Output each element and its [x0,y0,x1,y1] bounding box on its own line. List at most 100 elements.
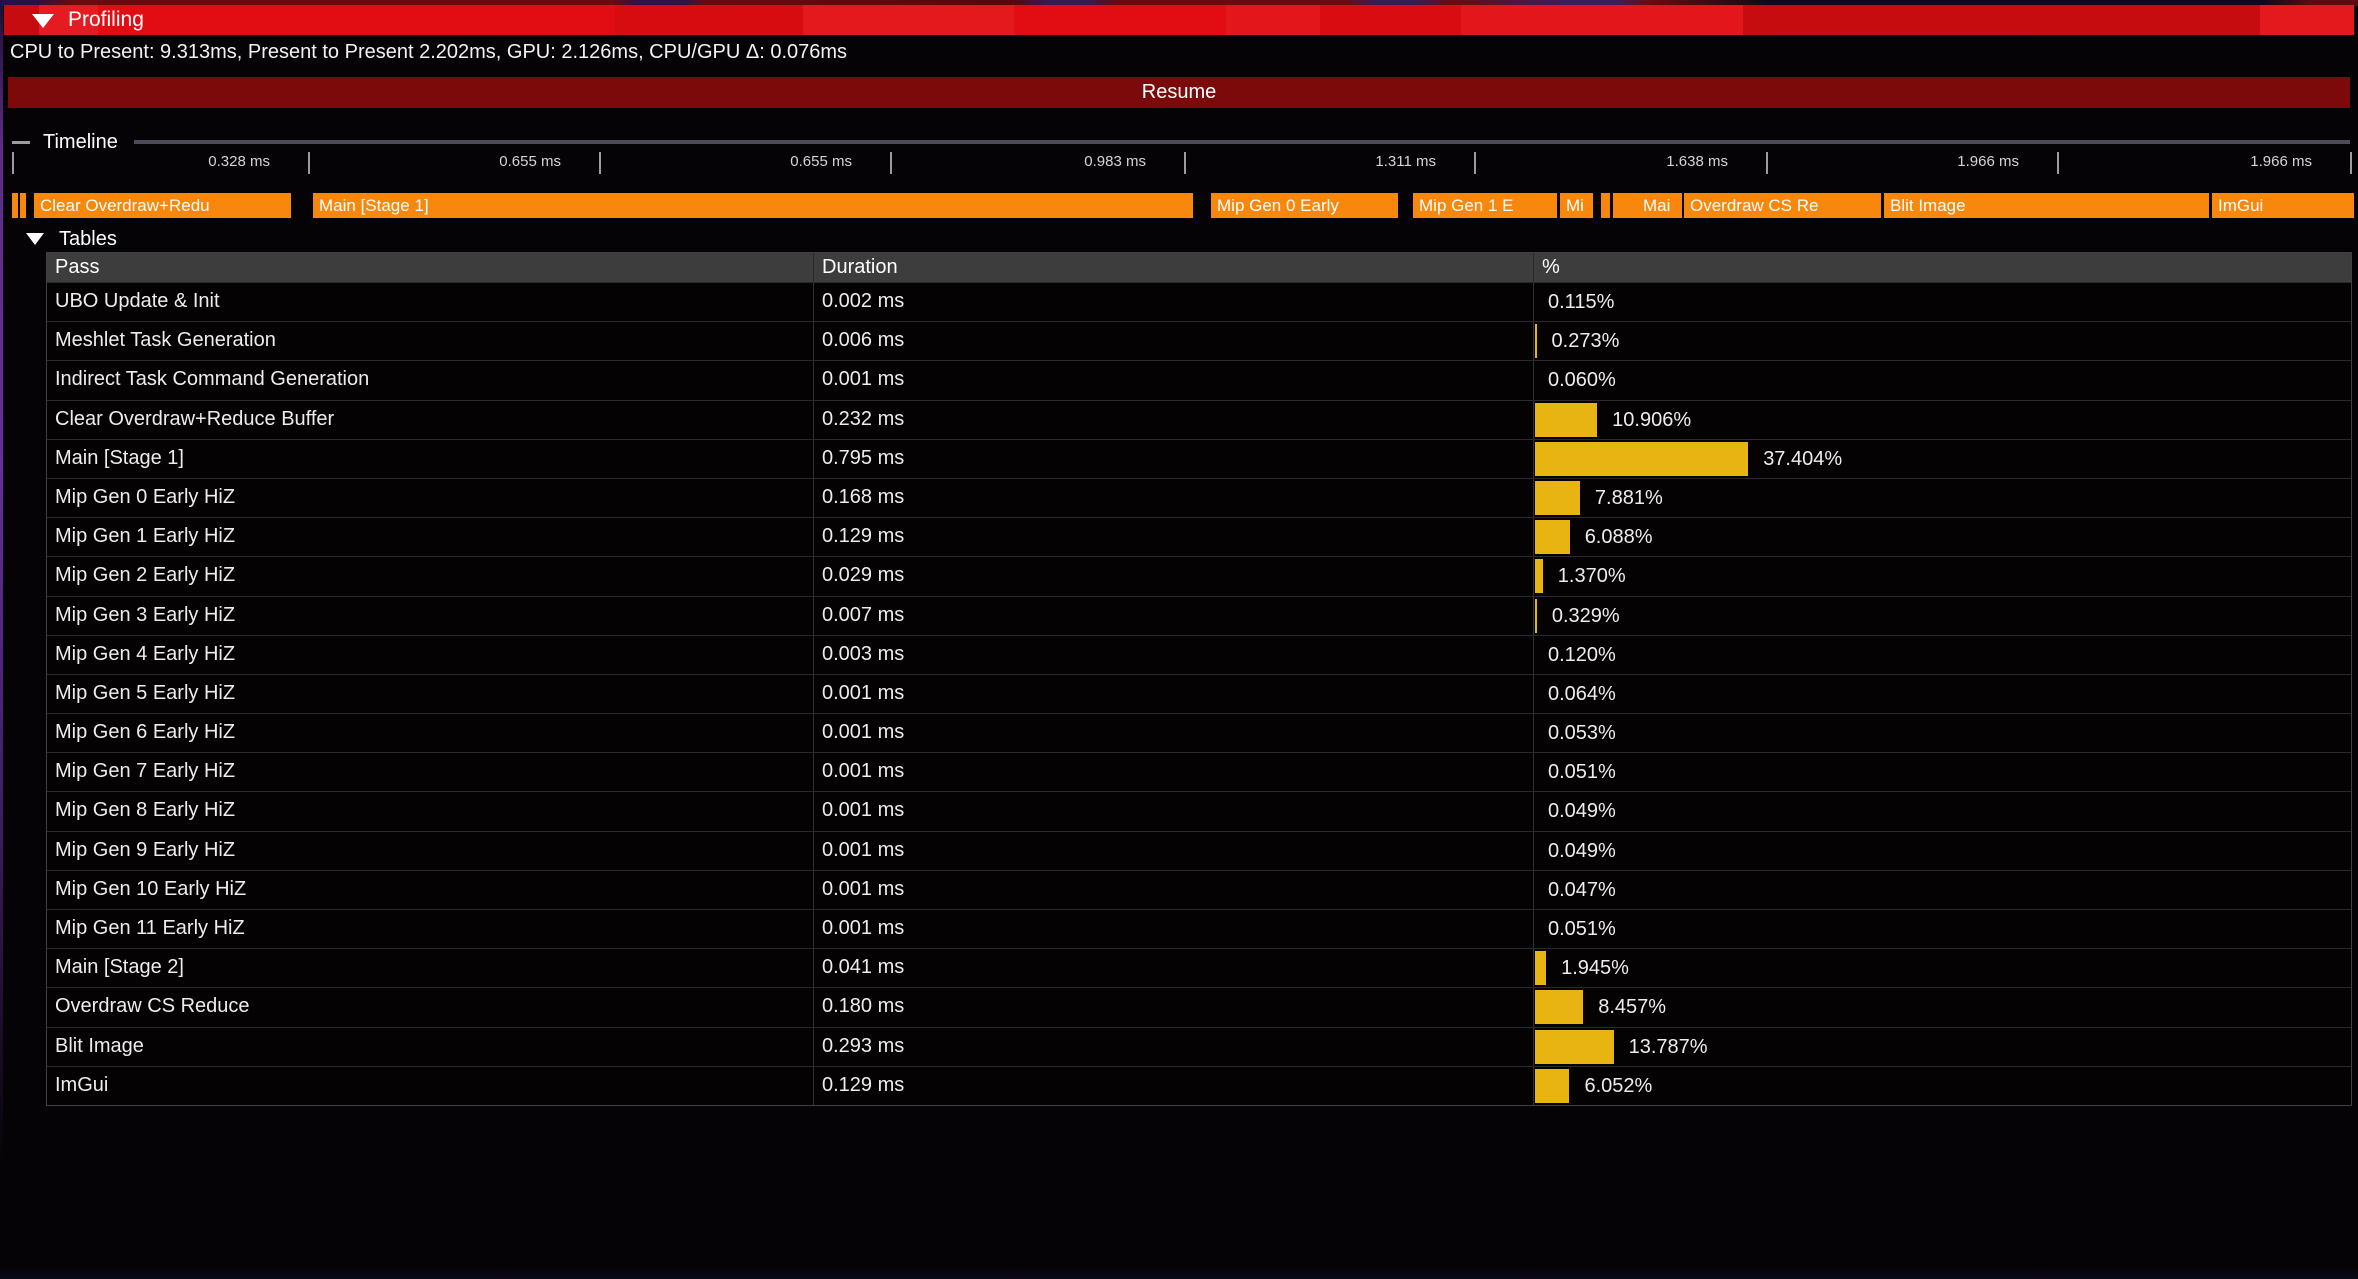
pass-name-cell: Mip Gen 0 Early HiZ [55,485,236,508]
pass-name-cell: Mip Gen 5 Early HiZ [55,681,236,704]
percent-bar [1535,402,1598,437]
duration-cell: 0.180 ms [813,988,1533,1027]
percent-bar [1535,598,1537,633]
percent-value: 0.273% [1551,330,1620,353]
duration-cell: 0.232 ms [813,400,1533,439]
table-row[interactable]: Mip Gen 7 Early HiZ 0.001 ms 0.051% [47,752,2351,792]
duration-cell: 0.001 ms [813,910,1533,949]
percent-value: 0.329% [1551,604,1620,627]
timeline-pass-bar[interactable]: ImGui [2212,193,2354,218]
percent-bar [1535,520,1570,555]
percent-value: 0.064% [1548,682,1616,705]
duration-cell: 0.001 ms [813,714,1533,753]
percent-value: 0.049% [1548,800,1616,823]
timeline-tick-label: 1.311 ms [1375,153,1436,170]
resume-button[interactable]: Resume [8,77,2350,108]
separator-line [133,140,2350,144]
timeline-pass-bar[interactable]: Clear Overdraw+Redu [34,193,291,218]
percent-value: 0.120% [1548,643,1616,666]
timeline-tick-mark [1184,152,1186,174]
duration-cell: 0.041 ms [813,949,1533,988]
duration-cell: 0.002 ms [813,283,1533,322]
table-row[interactable]: Mip Gen 11 Early HiZ 0.001 ms 0.051% [47,909,2351,949]
timeline-pass-bar[interactable]: Mai [1637,193,1682,218]
percent-cell: 0.064% [1533,674,2351,714]
timeline-pass-bar[interactable] [12,193,18,218]
timeline-pass-bar[interactable]: Blit Image [1884,193,2209,218]
timeline-tick-label: 0.655 ms [790,153,852,170]
percent-value: 0.053% [1548,722,1616,745]
table-row[interactable]: Overdraw CS Reduce 0.180 ms 8.457% [47,987,2351,1027]
percent-cell: 1.945% [1533,949,2351,988]
table-row[interactable]: Mip Gen 2 Early HiZ 0.029 ms 1.370% [47,556,2351,596]
table-body: UBO Update & Init 0.002 ms 0.115% Meshle… [47,282,2351,1105]
pass-name-cell: Main [Stage 2] [55,956,184,979]
percent-bar [1535,480,1580,515]
timeline-pass-bar[interactable]: Mip Gen 1 E [1413,193,1557,218]
percent-cell: 0.049% [1533,792,2351,831]
column-header-duration[interactable]: Duration [813,253,1533,282]
table-row[interactable]: Meshlet Task Generation 0.006 ms 0.273% [47,321,2351,361]
timeline-pass-bar[interactable] [1601,193,1610,218]
tables-tree-node[interactable]: Tables [26,227,117,251]
pass-name-cell: Mip Gen 6 Early HiZ [55,721,236,744]
percent-bar [1535,951,1547,986]
percent-cell: 0.329% [1533,596,2351,635]
pass-name-cell: Blit Image [55,1034,144,1057]
timeline-tick-label: 1.638 ms [1666,153,1728,170]
tables-section-label: Tables [59,227,117,250]
pass-name-cell: Mip Gen 8 Early HiZ [55,799,236,822]
table-row[interactable]: Mip Gen 1 Early HiZ 0.129 ms 6.088% [47,517,2351,557]
timeline-section-header: Timeline [12,130,2350,154]
percent-value: 0.047% [1548,878,1616,901]
table-row[interactable]: Main [Stage 2] 0.041 ms 1.945% [47,948,2351,988]
timeline-tick-label: 1.966 ms [1957,153,2019,170]
timeline-pass-bar[interactable]: Mip Gen 0 Early [1211,193,1398,218]
duration-cell: 0.006 ms [813,322,1533,361]
percent-value: 0.051% [1548,918,1616,940]
table-row[interactable]: Mip Gen 10 Early HiZ 0.001 ms 0.047% [47,869,2351,909]
percent-cell: 37.404% [1533,439,2351,478]
separator-dash [12,140,30,144]
table-row[interactable]: Mip Gen 8 Early HiZ 0.001 ms 0.049% [47,791,2351,831]
percent-value: 0.060% [1548,369,1616,392]
pass-name-cell: Mip Gen 2 Early HiZ [55,564,236,587]
duration-cell: 0.029 ms [813,557,1533,596]
table-row[interactable]: UBO Update & Init 0.002 ms 0.115% [47,282,2351,322]
timeline-tick-mark [599,152,601,174]
table-row[interactable]: Mip Gen 0 Early HiZ 0.168 ms 7.881% [47,477,2351,518]
timeline-pass-bar[interactable]: Overdraw CS Re [1684,193,1881,218]
table-row[interactable]: Blit Image 0.293 ms 13.787% [47,1026,2351,1066]
percent-cell: 7.881% [1533,478,2351,518]
percent-cell: 13.787% [1533,1027,2351,1066]
table-row[interactable]: Mip Gen 5 Early HiZ 0.001 ms 0.064% [47,673,2351,714]
timeline-tick-label: 0.983 ms [1084,153,1146,170]
table-row[interactable]: Mip Gen 4 Early HiZ 0.003 ms 0.120% [47,634,2351,674]
percent-value: 6.052% [1584,1074,1653,1097]
table-row[interactable]: Mip Gen 9 Early HiZ 0.001 ms 0.049% [47,830,2351,870]
table-row[interactable]: Mip Gen 3 Early HiZ 0.007 ms 0.329% [47,595,2351,635]
percent-value: 13.787% [1628,1035,1708,1058]
table-row[interactable]: Clear Overdraw+Reduce Buffer 0.232 ms 10… [47,399,2351,439]
table-row[interactable]: ImGui 0.129 ms 6.052% [47,1065,2351,1105]
table-row[interactable]: Indirect Task Command Generation 0.001 m… [47,360,2351,400]
table-row[interactable]: Main [Stage 1] 0.795 ms 37.404% [47,438,2351,478]
window-title: Profiling [68,8,144,31]
timeline-pass-bar[interactable] [20,193,26,218]
timeline-pass-bar[interactable]: Main [Stage 1] [313,193,1193,218]
percent-cell: 6.088% [1533,518,2351,557]
percent-value: 1.370% [1557,565,1626,588]
pass-name-cell: UBO Update & Init [55,290,220,312]
timeline-pass-bar[interactable]: Mi [1560,193,1593,218]
background-scene-strip [0,0,2358,6]
window-titlebar[interactable]: Profiling [4,5,2354,35]
pass-name-cell: ImGui [55,1073,109,1096]
bottom-edge-glow [0,1265,2358,1279]
pass-name-cell: Mip Gen 4 Early HiZ [55,642,236,665]
collapse-arrow-icon[interactable] [32,14,54,28]
table-row[interactable]: Mip Gen 6 Early HiZ 0.001 ms 0.053% [47,713,2351,753]
column-header-percent[interactable]: % [1533,253,2351,282]
percent-cell: 0.120% [1533,635,2351,674]
timeline-bars: Clear Overdraw+Redu Main [Stage 1] Mip Gen… [0,193,2358,218]
column-header-pass[interactable]: Pass [55,256,100,278]
